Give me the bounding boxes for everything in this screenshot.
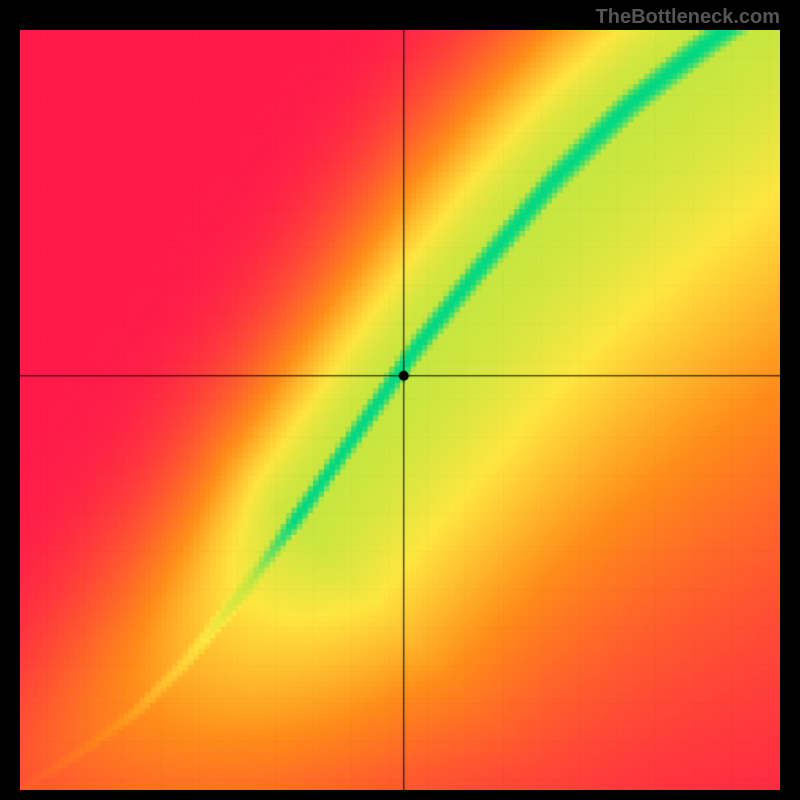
watermark-text: TheBottleneck.com: [596, 6, 780, 29]
heatmap-canvas: [20, 30, 780, 790]
heatmap-plot: [20, 30, 780, 790]
